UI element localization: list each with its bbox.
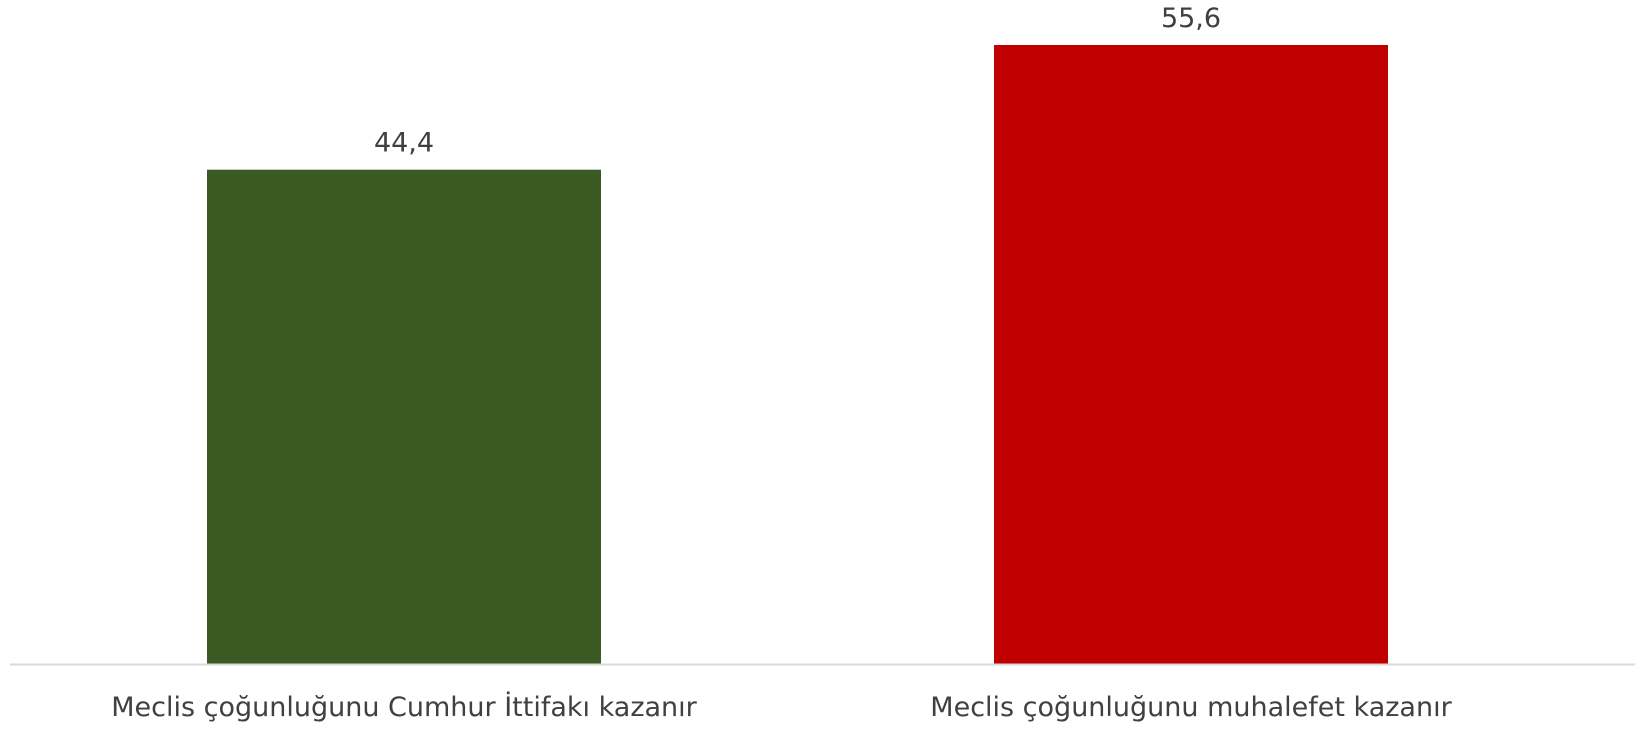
bar-1: [207, 169, 601, 664]
bars-group: [207, 45, 1388, 664]
category-label-2: Meclis çoğunluğunu muhalefet kazanır: [930, 692, 1452, 723]
category-label-1: Meclis çoğunluğunu Cumhur İttifakı kazan…: [111, 691, 697, 723]
labels-group: 44,4 Meclis çoğunluğunu Cumhur İttifakı k…: [111, 3, 1452, 723]
bar-2: [994, 45, 1388, 664]
data-label-1: 44,4: [374, 128, 434, 159]
data-label-2: 55,6: [1161, 3, 1221, 34]
